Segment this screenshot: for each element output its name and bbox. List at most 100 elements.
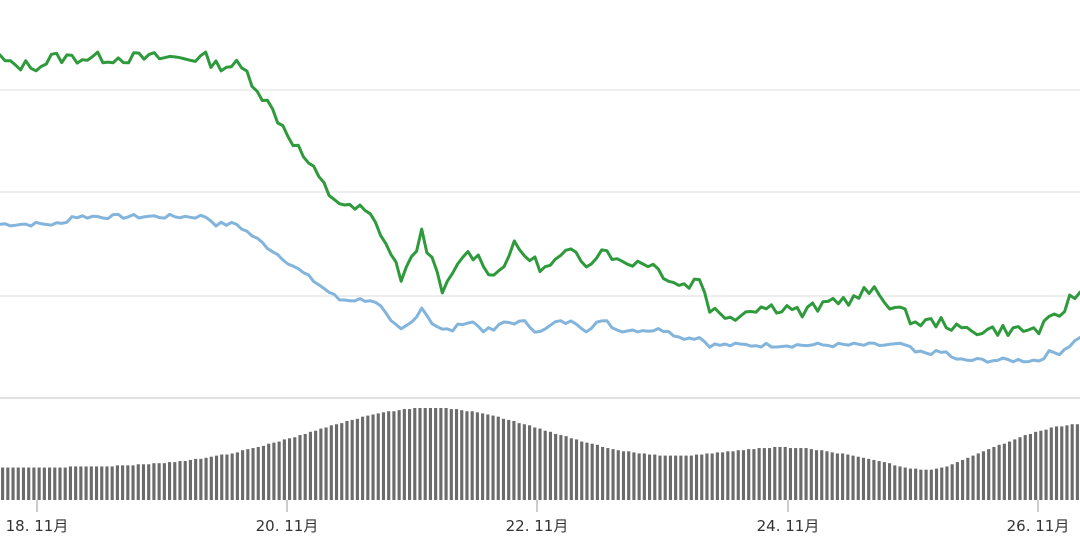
volume-bar — [919, 469, 923, 500]
volume-bar — [361, 416, 365, 500]
volume-bar — [830, 452, 834, 500]
volume-bar — [100, 466, 104, 500]
volume-bar — [1075, 424, 1079, 500]
volume-bar — [251, 448, 255, 500]
volume-bar — [204, 457, 208, 500]
volume-bar — [324, 427, 328, 500]
volume-bar — [861, 457, 866, 500]
volume-bar — [277, 441, 281, 500]
volume-bar — [658, 455, 662, 500]
volume-bar — [387, 411, 391, 500]
volume-bar — [528, 425, 532, 500]
volume-bar — [1028, 433, 1032, 500]
x-axis: 18. 11月 20. 11月 22. 11月 24. 11月 26. 11月 — [6, 500, 1069, 535]
volume-bar — [246, 449, 250, 500]
volume-bar — [131, 465, 135, 500]
volume-bar — [303, 433, 307, 500]
volume-bar — [627, 451, 631, 500]
volume-bar — [710, 453, 714, 500]
volume-bar — [157, 463, 161, 500]
volume-bar — [428, 408, 432, 500]
volume-bar — [814, 450, 819, 500]
volume-bar — [554, 433, 558, 500]
volume-bar — [522, 424, 526, 500]
volume-bar — [1044, 429, 1048, 500]
volume-bar — [945, 466, 949, 500]
volume-bar — [903, 467, 907, 500]
volume-bar — [715, 452, 719, 500]
volume-bar — [32, 467, 36, 500]
volume-bar — [517, 423, 521, 500]
volume-bar — [762, 448, 766, 500]
volume-bar — [721, 452, 725, 500]
volume-bar — [966, 457, 970, 500]
x-tick-label: 22. 11月 — [506, 517, 569, 535]
price-lines — [0, 50, 1080, 364]
volume-bar — [392, 411, 396, 500]
volume-bar — [1002, 443, 1006, 500]
volume-bar — [694, 454, 699, 500]
volume-bar — [21, 467, 26, 500]
volume-bar — [256, 446, 260, 500]
volume-bar — [408, 409, 412, 500]
volume-bar — [1065, 425, 1069, 500]
volume-bar — [976, 453, 980, 500]
volume-bar — [1013, 439, 1017, 500]
volume-bar — [601, 446, 605, 500]
volume-bar — [345, 420, 349, 500]
volume-bar — [121, 465, 125, 500]
volume-bar — [63, 467, 67, 500]
volume-bar — [538, 428, 542, 500]
volume-bar — [79, 466, 83, 500]
volume-bar — [888, 463, 892, 500]
volume-bar — [799, 448, 803, 500]
volume-bars — [1, 408, 1079, 500]
volume-bar — [574, 439, 579, 500]
volume-bar — [564, 436, 568, 500]
volume-bar — [418, 408, 422, 500]
volume-bar — [220, 454, 224, 500]
series-line-blue — [0, 212, 1080, 364]
volume-bar — [298, 435, 302, 500]
volume-bar — [569, 438, 573, 500]
volume-bar — [168, 462, 172, 500]
volume-bar — [486, 414, 490, 500]
volume-bar — [616, 450, 620, 500]
volume-bar — [731, 451, 735, 500]
volume-bar — [496, 416, 500, 500]
volume-bar — [971, 455, 975, 500]
volume-bar — [997, 444, 1001, 500]
volume-bar — [1070, 424, 1074, 500]
volume-bar — [434, 408, 438, 500]
volume-bar — [37, 467, 41, 500]
volume-bar — [856, 456, 860, 500]
volume-bar — [89, 466, 93, 500]
volume-bar — [882, 462, 886, 500]
volume-bar — [705, 453, 709, 500]
volume-bar — [397, 410, 401, 500]
volume-bar — [663, 455, 667, 500]
volume-bar — [668, 455, 672, 500]
volume-bar — [350, 419, 354, 500]
volume-bar — [841, 453, 845, 500]
volume-bar — [689, 455, 693, 500]
volume-bar — [27, 467, 31, 500]
volume-bar — [194, 458, 198, 500]
volume-bar — [272, 442, 276, 500]
volume-bar — [267, 443, 271, 500]
volume-bar — [105, 466, 109, 500]
volume-bar — [230, 453, 234, 500]
volume-bar — [1008, 441, 1012, 500]
volume-bar — [366, 415, 370, 500]
volume-bar — [548, 431, 552, 500]
volume-bar — [606, 448, 610, 500]
volume-bar — [877, 461, 881, 500]
volume-bar — [773, 446, 777, 500]
volume-bar — [74, 466, 78, 500]
volume-bar — [235, 452, 239, 500]
volume-bar — [1049, 427, 1053, 500]
volume-bar — [501, 418, 506, 500]
volume-bar — [872, 459, 876, 500]
volume-bar — [58, 467, 62, 500]
